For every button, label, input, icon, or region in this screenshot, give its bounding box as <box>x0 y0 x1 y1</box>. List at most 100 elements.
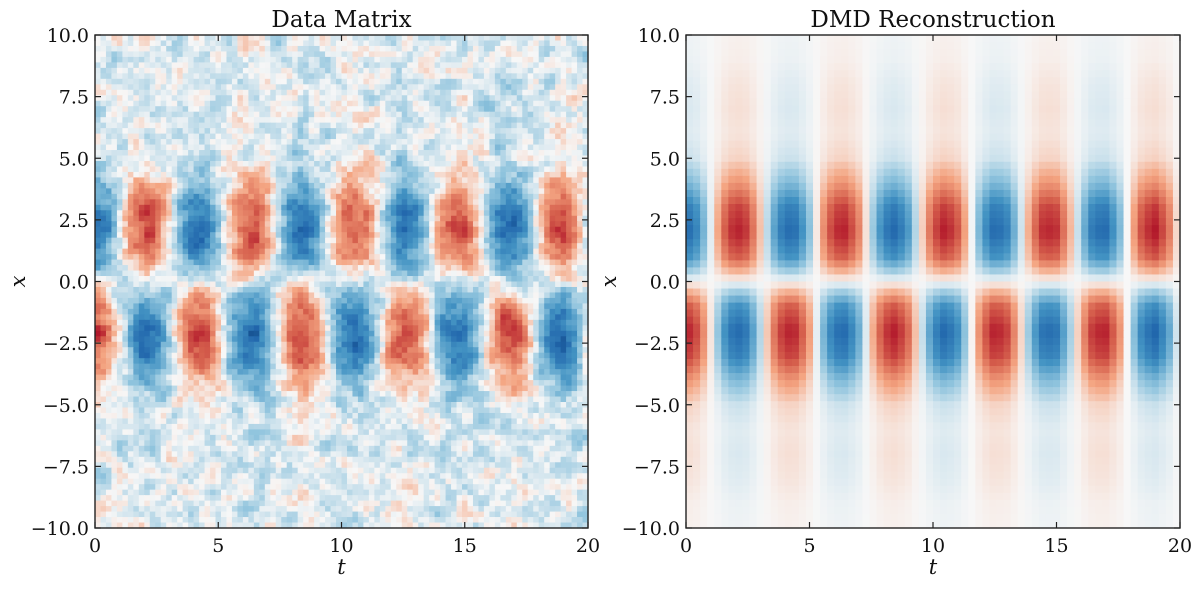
heatmap-cell <box>549 144 556 151</box>
heatmap-cell <box>401 210 408 217</box>
heatmap-cell <box>390 330 397 337</box>
heatmap-cell <box>336 336 343 343</box>
heatmap-cell <box>434 111 441 118</box>
heatmap-cell <box>264 308 271 315</box>
heatmap-cell <box>505 325 512 332</box>
heatmap-cell <box>248 270 255 277</box>
heatmap-cell <box>456 303 463 310</box>
heatmap-cell <box>472 330 480 337</box>
heatmap-cell <box>511 276 518 283</box>
heatmap-cell <box>505 40 512 47</box>
heatmap-cell <box>188 270 195 277</box>
heatmap-cell <box>516 95 523 102</box>
heatmap-cell <box>303 122 310 129</box>
heatmap-cell <box>303 51 310 58</box>
heatmap-cell <box>407 56 414 63</box>
heatmap-cell <box>231 259 239 266</box>
heatmap-cell <box>423 67 430 74</box>
heatmap-cell <box>396 303 403 310</box>
heatmap-cell <box>210 297 217 305</box>
heatmap-cell <box>264 199 271 206</box>
heatmap-cell <box>281 336 288 343</box>
heatmap-cell <box>336 232 343 239</box>
heatmap-cell <box>248 325 255 332</box>
heatmap-cell <box>204 166 211 173</box>
heatmap-cell <box>401 204 408 211</box>
heatmap-cell <box>259 144 266 151</box>
heatmap-cell <box>538 95 545 102</box>
heatmap-cell <box>275 73 282 80</box>
heatmap-cell <box>379 133 386 140</box>
heatmap-cell <box>346 254 354 261</box>
heatmap-cell <box>127 276 134 283</box>
heatmap-cell <box>368 182 375 189</box>
heatmap-cell <box>544 171 551 179</box>
heatmap-cell <box>483 73 490 80</box>
heatmap-cell <box>483 199 490 206</box>
heatmap-cell <box>566 78 573 85</box>
heatmap-cell <box>500 265 507 272</box>
heatmap-cell <box>401 150 408 157</box>
heatmap-cell <box>429 319 436 326</box>
heatmap-cell <box>220 45 228 53</box>
heatmap-cell <box>379 232 386 239</box>
heatmap-cell <box>549 210 556 217</box>
heatmap-cell <box>390 100 397 107</box>
heatmap-cell <box>533 303 540 310</box>
heatmap-cell <box>95 56 102 63</box>
heatmap-cell <box>407 292 414 299</box>
heatmap-cell <box>379 160 386 168</box>
heatmap-cell <box>544 276 551 283</box>
heatmap-cell <box>418 259 425 266</box>
heatmap-cell <box>237 84 244 91</box>
heatmap-cell <box>516 215 523 222</box>
heatmap-cell <box>193 204 200 211</box>
heatmap-cell <box>352 325 359 332</box>
heatmap-cell <box>303 177 310 184</box>
heatmap-cell <box>385 78 392 85</box>
heatmap-cell <box>467 303 474 310</box>
heatmap-cell <box>231 297 239 305</box>
heatmap-cell <box>144 62 151 69</box>
heatmap-cell <box>489 188 496 195</box>
heatmap-cell <box>133 193 140 200</box>
heatmap-cell <box>451 89 458 96</box>
heatmap-cell <box>105 204 113 211</box>
heatmap-cell <box>144 155 151 162</box>
heatmap-cell <box>220 35 228 42</box>
heatmap-cell <box>199 199 206 206</box>
heatmap-cell <box>188 188 195 195</box>
heatmap-cell <box>242 62 249 69</box>
heatmap-cell <box>330 56 337 63</box>
heatmap-cell <box>390 128 397 135</box>
heatmap-cell <box>330 100 337 107</box>
heatmap-cell <box>199 270 206 277</box>
heatmap-cell <box>116 254 123 261</box>
heatmap-cell <box>226 62 233 69</box>
heatmap-cell <box>352 226 359 233</box>
heatmap-cell <box>423 150 430 157</box>
heatmap-cell <box>363 193 370 200</box>
heatmap-cell <box>116 204 123 211</box>
heatmap-cell <box>462 330 469 337</box>
heatmap-cell <box>199 237 206 244</box>
heatmap-cell <box>336 193 343 200</box>
heatmap-cell <box>412 144 419 151</box>
heatmap-cell <box>270 62 277 69</box>
heatmap-cell <box>105 270 113 277</box>
heatmap-cell <box>199 35 206 42</box>
heatmap-cell <box>116 286 123 294</box>
heatmap-cell <box>177 254 184 261</box>
heatmap-cell <box>538 89 545 96</box>
heatmap-cell <box>483 237 490 244</box>
heatmap-cell <box>319 122 326 129</box>
heatmap-cell <box>155 155 162 162</box>
heatmap-cell <box>341 281 348 288</box>
heatmap-cell <box>248 314 255 321</box>
heatmap-cell <box>500 89 507 96</box>
heatmap-cell <box>374 215 381 222</box>
heatmap-cell <box>423 248 430 255</box>
heatmap-cell <box>555 117 562 124</box>
heatmap-cell <box>363 276 370 283</box>
heatmap-cell <box>237 215 244 222</box>
